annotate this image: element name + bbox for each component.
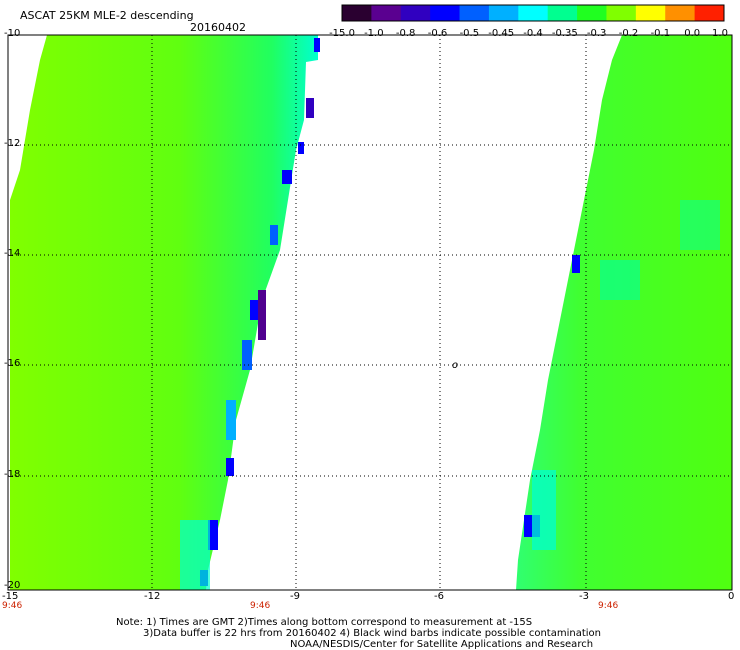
colorbar-label: -0.5 [459, 28, 480, 39]
x-tick-label: -9 [290, 591, 300, 602]
left-swath [10, 35, 318, 590]
colorbar-label: 1.0 [712, 28, 728, 39]
colorbar-segment [606, 5, 637, 21]
x-tick-label: -3 [579, 591, 589, 602]
colorbar-label: -0.6 [427, 28, 448, 39]
colorbar-segment [577, 5, 607, 21]
colorbar-label: -1.0 [364, 28, 384, 39]
colorbar-label: -0.35 [551, 28, 578, 39]
time-label: 9:46 [250, 601, 271, 611]
colorbar-frame [341, 4, 725, 22]
left-swath-edge [180, 38, 320, 590]
map-title: ASCAT 25KM MLE-2 descending [20, 9, 194, 22]
right-swath-edge [524, 200, 720, 550]
x-tick-label: -15 [2, 591, 19, 602]
note-line-2: 3)Data buffer is 22 hrs from 20160402 4)… [143, 628, 601, 639]
colorbar-segment [665, 5, 696, 21]
y-tick-label: -20 [4, 580, 21, 591]
x-tick-label: -12 [144, 591, 161, 602]
colorbar-segment [518, 5, 549, 21]
time-label: 9:46 [598, 601, 619, 611]
colorbar-label: -0.2 [618, 28, 639, 39]
y-tick-label: -14 [4, 248, 21, 259]
y-tick-label: -16 [4, 358, 21, 369]
x-tick-label: 0 [728, 591, 735, 602]
colorbar-label: 0.0 [684, 28, 701, 39]
colorbar-label: -0.3 [586, 28, 607, 39]
colorbar-segment [694, 5, 725, 21]
colorbar-label: -0.45 [488, 28, 515, 39]
colorbar-segment [342, 5, 372, 21]
colorbar-label: -15.0 [329, 28, 355, 39]
colorbar-label: -0.4 [523, 28, 543, 39]
credit-line: NOAA/NESDIS/Center for Satellite Applica… [290, 639, 594, 650]
grid-lines [8, 35, 732, 590]
colorbar-label: -0.8 [395, 28, 416, 39]
colorbar-segment [430, 5, 461, 21]
colorbar-segment [635, 5, 666, 21]
colorbar-segment [400, 5, 431, 21]
map-date: 20160402 [190, 21, 246, 34]
colorbar-segment [371, 5, 402, 21]
right-swath [516, 35, 732, 590]
note-line-1: Note: 1) Times are GMT 2)Times along bot… [116, 617, 533, 628]
y-tick-label: -10 [4, 28, 21, 39]
colorbar-label: -0.1 [650, 28, 671, 39]
x-tick-label: -6 [434, 591, 444, 602]
y-tick-label: -18 [4, 469, 21, 480]
colorbar-segment [459, 5, 490, 21]
colorbar-segment [488, 5, 519, 21]
colorbar-segment [547, 5, 578, 21]
time-label: 9:46 [2, 601, 23, 611]
contamination-symbol: o [452, 360, 458, 371]
y-tick-label: -12 [4, 138, 21, 149]
colorbar [341, 4, 725, 22]
plot-frame [7, 34, 733, 591]
